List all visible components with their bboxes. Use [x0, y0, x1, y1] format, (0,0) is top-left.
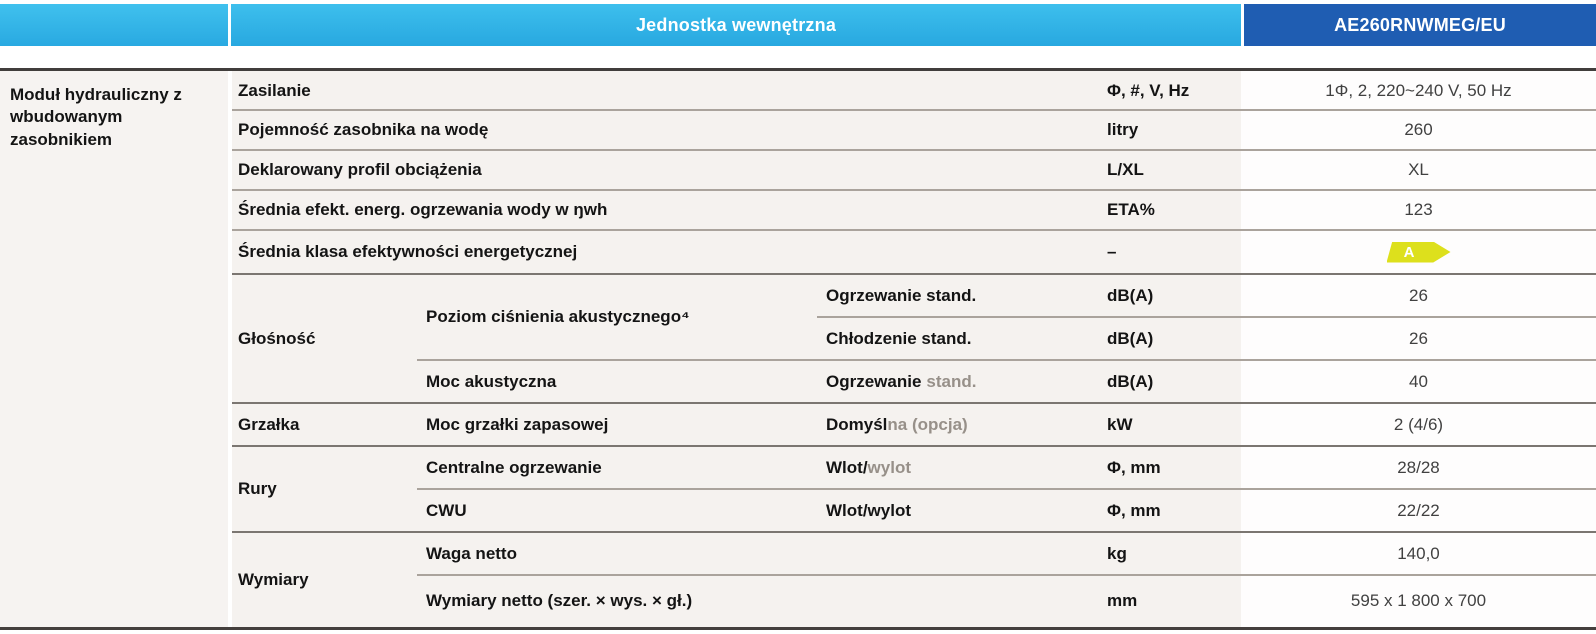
row-value-db1: 26 [1409, 285, 1428, 305]
mode-wlot-wylot-2: Wlot/wylot [826, 500, 911, 520]
row-separator [232, 189, 1596, 191]
row-value-efektywnosc: 123 [1404, 200, 1433, 219]
mode-ogrzewanie-stand-2: Ogrzewanie stand. [817, 360, 1090, 403]
group-separator [232, 402, 1596, 404]
row-label-klasa-energetyczna: Średnia klasa efektywności energetycznej [238, 242, 578, 261]
table-header: Jednostka wewnętrzna AE260RNWMEG/EU [0, 4, 1596, 46]
sub-poziom-cisnienia: Poziom ciśnienia akustycznego⁴ [426, 307, 690, 326]
row-unit-kw: kW [1107, 414, 1133, 434]
row-unit-mm2: Φ, mm [1107, 500, 1161, 520]
sub-moc-akustyczna: Moc akustyczna [426, 371, 557, 391]
row-label-pojemnosc: Pojemność zasobnika na wodę [238, 120, 489, 139]
mode-wlot-wylot-1: Wlot/ wylot [817, 446, 1090, 489]
mode-grey-text: na (opcja) [887, 414, 968, 434]
row-value-kg: 140,0 [1397, 543, 1440, 563]
row-value-db2: 26 [1409, 328, 1428, 348]
row-unit-efektywnosc: ETA% [1107, 200, 1155, 219]
group-separator [232, 531, 1596, 533]
category-glosnosc: Głośność [238, 328, 316, 348]
value-column-background [1241, 71, 1596, 627]
mode-main-text: Ogrzewanie [826, 371, 922, 391]
row-separator [817, 316, 1596, 318]
mode-grey-text: wylot [867, 457, 911, 477]
spec-table-body: Moduł hydrauliczny z wbudowanym zasobnik… [0, 68, 1596, 630]
row-separator [232, 229, 1596, 231]
sub-centralne-ogrzewanie: Centralne ogrzewanie [426, 457, 602, 477]
row-separator [417, 359, 1596, 361]
group-label-hydraulic-module: Moduł hydrauliczny z wbudowanym zasobnik… [0, 71, 232, 627]
row-unit-zasilanie: Φ, #, V, Hz [1107, 80, 1190, 100]
row-unit-db1: dB(A) [1107, 285, 1154, 305]
group-separator [232, 445, 1596, 447]
energy-class-a-badge: A [1386, 241, 1451, 263]
mode-chlodzenie-stand: Chłodzenie stand. [826, 328, 972, 348]
row-value-mm3: 595 x 1 800 x 700 [1350, 591, 1487, 610]
mode-domyslna-opcja: Domyśl na (opcja) [817, 403, 1090, 446]
header-unit-title: Jednostka wewnętrzna [231, 4, 1241, 46]
sub-wymiary-netto: Wymiary netto (szer. × wys. × gł.) [426, 591, 693, 610]
row-value-mm2: 22/22 [1397, 500, 1440, 520]
category-wymiary: Wymiary [238, 569, 309, 589]
header-model-cell: AE260RNWMEG/EU [1244, 4, 1596, 46]
mode-main-text: Wlot/ [826, 457, 868, 477]
row-value-db3: 40 [1409, 371, 1428, 391]
row-unit-db3: dB(A) [1107, 371, 1154, 391]
row-value-mm1: 28/28 [1397, 457, 1440, 477]
row-unit-pojemnosc: litry [1107, 120, 1139, 139]
category-rury: Rury [238, 479, 277, 498]
group-separator [232, 273, 1596, 275]
row-value-klasa-energetyczna: A [1241, 230, 1596, 274]
row-value-kw: 2 (4/6) [1393, 414, 1444, 434]
mode-grey-text: stand. [926, 371, 977, 391]
row-value-profil: XL [1408, 160, 1429, 179]
row-label-profil: Deklarowany profil obciążenia [238, 160, 482, 179]
row-label-zasilanie: Zasilanie [238, 80, 311, 100]
row-label-efektywnosc: Średnia efekt. energ. ogrzewania wody w … [238, 200, 608, 219]
row-unit-kg: kg [1107, 543, 1127, 563]
row-unit-mm3: mm [1107, 591, 1138, 610]
row-unit-db2: dB(A) [1107, 328, 1154, 348]
row-separator [417, 488, 1596, 490]
mode-main-text: Domyśl [826, 414, 888, 434]
row-unit-klasa-energetyczna: – [1107, 242, 1117, 261]
mode-ogrzewanie-stand: Ogrzewanie stand. [826, 285, 977, 305]
header-spacer-cell [0, 4, 228, 46]
row-value-pojemnosc: 260 [1404, 120, 1433, 139]
sub-cwu: CWU [426, 500, 467, 520]
sub-waga-netto: Waga netto [426, 543, 517, 563]
row-separator [232, 149, 1596, 151]
row-separator [232, 109, 1596, 111]
row-value-zasilanie: 1Φ, 2, 220~240 V, 50 Hz [1325, 80, 1512, 100]
row-unit-mm1: Φ, mm [1107, 457, 1161, 477]
row-unit-profil: L/XL [1107, 160, 1144, 179]
sub-moc-grzalki: Moc grzałki zapasowej [426, 414, 609, 434]
row-separator [417, 574, 1596, 576]
category-grzalka: Grzałka [238, 414, 300, 434]
